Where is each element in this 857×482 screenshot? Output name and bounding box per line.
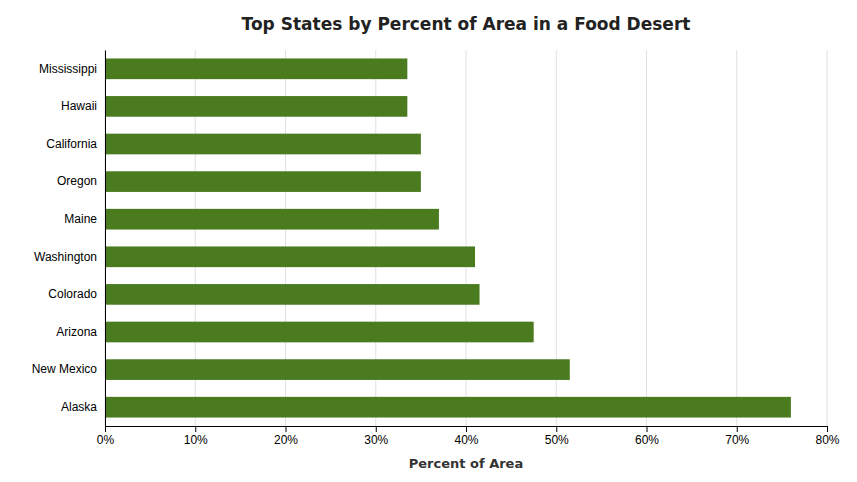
- x-tick-mark: [737, 426, 738, 432]
- y-tick: Colorado: [48, 287, 105, 301]
- y-tick-label: Washington: [34, 250, 97, 264]
- y-tick-label: Maine: [64, 212, 97, 226]
- x-tick-label: 80%: [815, 433, 839, 447]
- y-tick-label: California: [46, 137, 97, 151]
- bar: [105, 246, 475, 267]
- x-tick: 10%: [184, 426, 208, 447]
- bar: [105, 284, 480, 305]
- x-tick-mark: [827, 426, 828, 432]
- chart: 0% 10% 20% 30% 40% 50% 60% 70% 80% Alaska New Mexi…: [0, 0, 857, 482]
- x-tick-mark: [286, 426, 287, 432]
- bar: [105, 359, 570, 380]
- y-tick-label: Hawaii: [61, 99, 97, 113]
- grid: [105, 50, 827, 426]
- y-tick: Maine: [64, 212, 105, 226]
- y-tick: Mississippi: [39, 62, 105, 76]
- x-tick: 30%: [364, 426, 388, 447]
- x-tick-label: 20%: [274, 433, 298, 447]
- x-tick-label: 0%: [97, 433, 115, 447]
- x-tick-mark: [105, 426, 106, 432]
- grid-line: [105, 50, 106, 426]
- x-axis-title: Percent of Area: [409, 456, 523, 471]
- bar: [105, 134, 421, 155]
- y-tick: Alaska: [61, 400, 105, 414]
- y-tick: Washington: [34, 250, 105, 264]
- y-tick-label: Colorado: [48, 287, 97, 301]
- x-tick-mark: [466, 426, 467, 432]
- x-tick-mark: [195, 426, 196, 432]
- y-axis-line: [105, 51, 106, 427]
- x-tick: 20%: [274, 426, 298, 447]
- x-tick-label: 30%: [364, 433, 388, 447]
- grid-line: [646, 50, 647, 426]
- x-tick-label: 40%: [454, 433, 478, 447]
- title: Top States by Percent of Area in a Food …: [242, 14, 691, 34]
- y-tick-label: Oregon: [57, 174, 97, 188]
- y-tick: Hawaii: [61, 99, 105, 113]
- bar: [105, 58, 407, 79]
- x-tick: 50%: [545, 426, 569, 447]
- x-tick-label: 70%: [725, 433, 749, 447]
- x-tick-mark: [647, 426, 648, 432]
- x-tick: 70%: [725, 426, 749, 447]
- x-tick: 40%: [454, 426, 478, 447]
- bar: [105, 96, 407, 117]
- x-tick: 60%: [635, 426, 659, 447]
- x-tick: 0%: [97, 426, 115, 447]
- y-tick: California: [46, 137, 105, 151]
- y-tick-label: Alaska: [61, 400, 97, 414]
- x-tick: 80%: [815, 426, 839, 447]
- grid-line: [736, 50, 737, 426]
- y-tick: Oregon: [57, 174, 105, 188]
- bar: [105, 209, 439, 230]
- x-tick-mark: [556, 426, 557, 432]
- bar: [105, 397, 791, 418]
- y-tick-label: Mississippi: [39, 62, 97, 76]
- y-tick: Arizona: [56, 325, 105, 339]
- y-tick-label: New Mexico: [32, 362, 98, 376]
- bar: [105, 322, 534, 343]
- y-axis: Alaska New Mexico Arizona Colorado Washingto…: [32, 51, 106, 427]
- bar: [105, 171, 421, 192]
- x-axis: 0% 10% 20% 30% 40% 50% 60% 70% 80%: [97, 426, 840, 447]
- x-tick-label: 50%: [545, 433, 569, 447]
- y-tick: New Mexico: [32, 362, 105, 376]
- x-tick-label: 10%: [184, 433, 208, 447]
- bars: [105, 58, 791, 417]
- x-axis-line: [106, 427, 828, 433]
- y-tick-label: Arizona: [56, 325, 97, 339]
- grid-line: [827, 50, 828, 426]
- plot-area: 0% 10% 20% 30% 40% 50% 60% 70% 80% Alaska New Mexi…: [32, 50, 840, 447]
- x-tick-mark: [376, 426, 377, 432]
- x-tick-label: 60%: [635, 433, 659, 447]
